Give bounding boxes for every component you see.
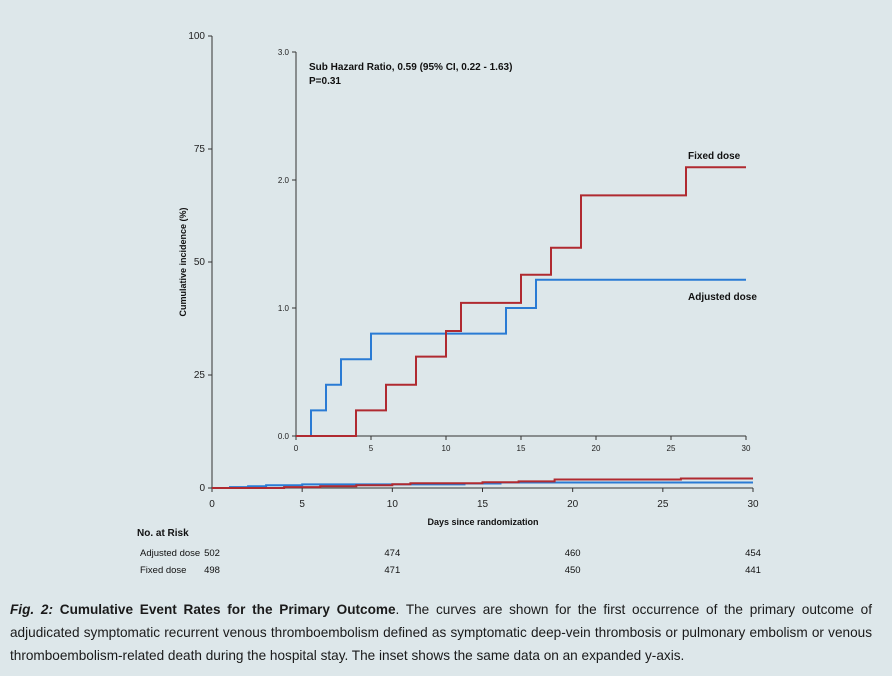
inset-series-adjusted-dose	[296, 278, 746, 437]
risk-table-title: No. at Risk	[137, 528, 189, 539]
inset-y-tick-label: 0.0	[278, 432, 290, 441]
main-x-tick-label: 15	[477, 499, 489, 510]
main-x-tick-label: 30	[747, 499, 759, 510]
main-series-lines	[212, 477, 753, 489]
inset-x-tick-label: 20	[592, 444, 601, 453]
risk-value: 474	[384, 548, 400, 559]
inset-y-ticks: 0.0 1.0 2.0 3.0	[278, 48, 296, 441]
main-x-tick-label: 5	[299, 499, 305, 510]
risk-row-label: Adjusted dose	[140, 548, 200, 559]
inset-series-lines	[296, 166, 746, 437]
figure-caption: Fig. 2: Cumulative Event Rates for the P…	[10, 598, 872, 667]
main-y-axis-label: Cumulative incidence (%)	[178, 207, 188, 316]
main-x-axis-label: Days since randomization	[427, 517, 538, 527]
risk-value: 441	[745, 565, 761, 576]
caption-fig-label: Fig. 2:	[10, 602, 53, 617]
main-y-tick-label: 0	[199, 483, 205, 494]
inset-x-tick-label: 25	[667, 444, 676, 453]
hazard-ratio-annotation: Sub Hazard Ratio, 0.59 (95% CI, 0.22 - 1…	[309, 62, 512, 73]
p-value-annotation: P=0.31	[309, 76, 341, 87]
main-x-tick-label: 25	[657, 499, 669, 510]
risk-value: 471	[384, 565, 400, 576]
main-y-ticks: 0 25 50 75 100	[188, 31, 212, 494]
inset-series-fixed-dose	[296, 166, 746, 437]
risk-row-label: Fixed dose	[140, 565, 186, 576]
inset-x-tick-label: 30	[742, 444, 751, 453]
risk-value: 454	[745, 548, 761, 559]
main-series-fixed-dose	[212, 477, 753, 489]
risk-value: 502	[204, 548, 220, 559]
main-y-tick-label: 50	[194, 257, 206, 268]
inset-x-tick-label: 15	[517, 444, 526, 453]
inset-y-tick-label: 2.0	[278, 176, 290, 185]
caption-title: Cumulative Event Rates for the Primary O…	[59, 602, 396, 617]
risk-value: 498	[204, 565, 220, 576]
caption-text: . The curves are shown for the first occ…	[10, 602, 872, 663]
inset-x-tick-label: 0	[294, 444, 299, 453]
inset-y-tick-label: 1.0	[278, 304, 290, 313]
inset-x-ticks: 0 5 10 15 20 25 30	[294, 436, 751, 453]
risk-table-values: 502 474 460 454 498 471 450 441	[204, 548, 761, 576]
series-label-fixed-dose: Fixed dose	[688, 151, 741, 162]
inset-x-tick-label: 10	[442, 444, 451, 453]
risk-value: 460	[565, 548, 581, 559]
main-x-ticks: 0 5 10 15 20 25 30	[209, 488, 759, 510]
main-y-tick-label: 100	[188, 31, 205, 42]
main-y-tick-label: 25	[194, 370, 206, 381]
series-label-adjusted-dose: Adjusted dose	[688, 292, 757, 303]
main-x-tick-label: 20	[567, 499, 579, 510]
main-x-tick-label: 0	[209, 499, 215, 510]
main-x-tick-label: 10	[387, 499, 399, 510]
inset-y-tick-label: 3.0	[278, 48, 290, 57]
inset-x-tick-label: 5	[369, 444, 374, 453]
main-y-tick-label: 75	[194, 144, 206, 155]
risk-value: 450	[565, 565, 581, 576]
